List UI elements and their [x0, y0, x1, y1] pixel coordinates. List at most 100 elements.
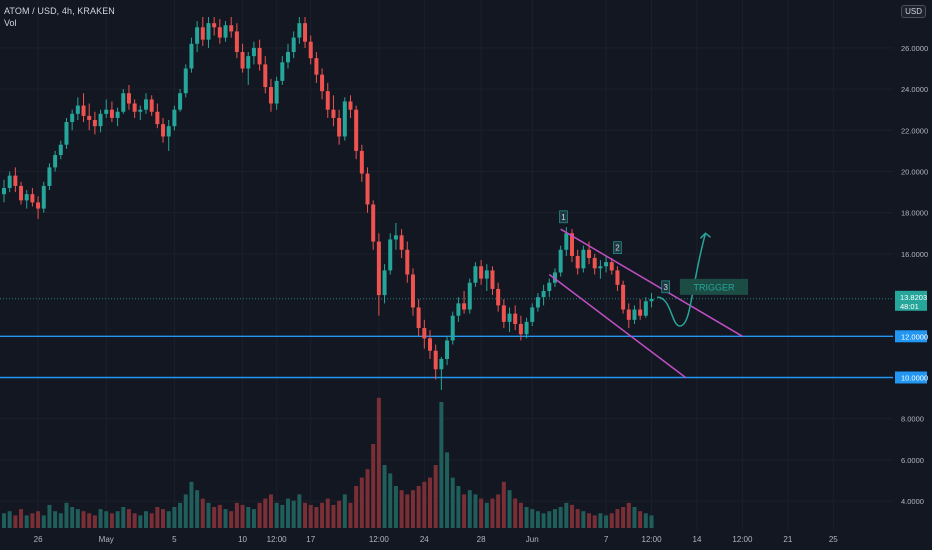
volume-bar	[393, 486, 398, 528]
candle-body	[541, 290, 546, 298]
volume-bar	[132, 513, 137, 528]
volume-bar	[104, 511, 109, 528]
wave-label-box	[613, 241, 622, 255]
y-axis-tick-label: 20.0000	[901, 168, 928, 177]
volume-bar	[626, 502, 631, 528]
volume-bar	[81, 511, 86, 528]
volume-bar	[479, 498, 484, 528]
symbol-title[interactable]: ATOM / USD, 4h, KRAKEN	[4, 6, 115, 16]
y-axis-tick-label: 16.0000	[901, 250, 928, 259]
channel-upper-line	[560, 228, 743, 337]
x-axis-tick-label: 26	[34, 535, 43, 544]
candle-body	[382, 270, 387, 296]
volume-indicator-label[interactable]: Vol	[4, 18, 17, 28]
trigger-box	[679, 278, 749, 295]
candle-body	[535, 297, 540, 308]
volume-bar	[251, 509, 256, 528]
volume-bar	[547, 511, 552, 528]
candle-body	[354, 109, 359, 151]
volume-bar	[53, 511, 58, 528]
currency-badge[interactable]: USD	[901, 5, 926, 18]
candle-body	[178, 93, 183, 110]
candle-body	[564, 233, 569, 250]
candle-body	[280, 62, 285, 81]
candle-body	[376, 241, 381, 296]
volume-bar	[376, 397, 381, 528]
volume-bar	[524, 507, 529, 528]
y-axis-tick-label: 24.0000	[901, 85, 928, 94]
volume-bar	[58, 513, 63, 528]
x-axis-tick-label: 12:00	[732, 535, 753, 544]
volume-bar	[166, 511, 171, 528]
candle-body	[581, 249, 586, 269]
candle-body	[518, 323, 523, 335]
volume-bar	[172, 507, 177, 528]
candle-body	[121, 93, 126, 112]
volume-bar	[615, 509, 620, 528]
volume-bar	[217, 504, 222, 528]
volume-bar	[439, 402, 444, 528]
volume-bar	[365, 469, 370, 528]
candle-body	[303, 23, 308, 42]
volume-bar	[87, 513, 92, 528]
candle-body	[371, 204, 376, 242]
candle-body	[81, 105, 86, 116]
candle-body	[200, 27, 205, 40]
candle-body	[388, 239, 393, 271]
volume-bar	[598, 513, 603, 528]
candle-body	[570, 233, 574, 256]
wave-label-box	[661, 280, 671, 294]
candle-body	[24, 194, 29, 201]
volume-bar	[183, 494, 188, 528]
candle-body	[98, 113, 103, 127]
candle-body	[13, 175, 18, 186]
volume-bar	[575, 509, 580, 528]
candle-body	[155, 111, 160, 125]
volume-bar	[450, 477, 455, 528]
candle-body	[621, 284, 626, 310]
candle-body	[58, 144, 63, 156]
candle-body	[552, 272, 557, 283]
volume-bar	[501, 481, 506, 528]
candle-body	[234, 31, 239, 53]
volume-bar	[422, 481, 427, 528]
volume-bar	[513, 498, 518, 528]
volume-bar	[64, 502, 69, 528]
candle-body	[450, 315, 455, 341]
wave-label-text: 1	[561, 213, 566, 222]
volume-bar	[115, 511, 120, 528]
candle-body	[36, 202, 41, 209]
candle-body	[314, 58, 319, 75]
volume-bar	[558, 507, 563, 528]
volume-bar	[632, 507, 637, 528]
candle-body	[575, 255, 580, 269]
volume-bar	[155, 507, 160, 528]
candle-body	[115, 111, 120, 118]
volume-bar	[240, 504, 245, 528]
candle-body	[144, 99, 148, 110]
volume-bar	[581, 511, 586, 528]
volume-bar	[643, 513, 648, 528]
volume-bar	[354, 486, 359, 528]
candle-body	[325, 91, 330, 110]
volume-bar	[371, 444, 376, 528]
candle-body	[626, 309, 631, 320]
volume-bar	[649, 515, 654, 528]
volume-bar	[109, 513, 114, 528]
volume-bar	[410, 490, 415, 528]
volume-bar	[200, 498, 205, 528]
candle-body	[638, 309, 643, 316]
candle-body	[189, 43, 194, 69]
candle-body	[172, 109, 177, 127]
volume-bar	[206, 502, 211, 528]
volume-bar	[291, 500, 296, 528]
candle-body	[433, 350, 438, 370]
volume-bar	[535, 511, 540, 528]
candle-body	[598, 266, 603, 269]
candle-body	[592, 258, 597, 269]
candle-body	[547, 282, 552, 291]
x-axis-tick-label: 12:00	[369, 535, 390, 544]
